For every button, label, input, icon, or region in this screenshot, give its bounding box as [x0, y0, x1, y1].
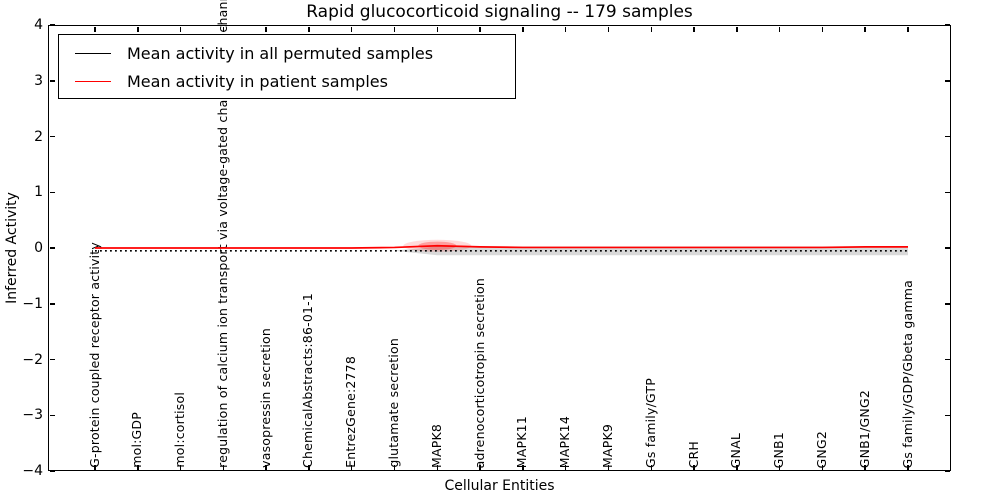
- x-tick-mark: [479, 26, 481, 32]
- x-tick-mark: [94, 464, 96, 470]
- legend-entry-permuted: Mean activity in all permuted samples: [69, 39, 515, 67]
- y-tick-label: −1: [22, 295, 43, 312]
- legend-label-patient: Mean activity in patient samples: [127, 71, 388, 91]
- x-tick-mark: [265, 464, 267, 470]
- y-tick-label: −2: [22, 351, 43, 368]
- y-tick-label: 0: [34, 240, 43, 256]
- x-tick-mark: [179, 464, 182, 470]
- x-axis-label: Cellular Entities: [444, 478, 555, 494]
- x-tick-mark: [308, 26, 310, 32]
- x-tick-mark: [650, 26, 652, 32]
- legend: Mean activity in all permuted samples Me…: [58, 34, 516, 99]
- x-tick-mark: [436, 26, 439, 32]
- x-tick-mark: [522, 464, 524, 470]
- y-tick-mark: [49, 303, 55, 305]
- y-tick-mark: [944, 414, 950, 416]
- y-tick-label: 4: [34, 17, 43, 33]
- patient-mean-line: [95, 244, 908, 249]
- x-tick-mark: [778, 26, 781, 32]
- x-tick-mark: [393, 464, 396, 470]
- y-tick-mark: [49, 470, 55, 472]
- y-tick-mark: [944, 80, 950, 82]
- y-tick-label: −4: [22, 463, 43, 479]
- y-tick-label: −3: [22, 407, 43, 424]
- x-tick-mark: [222, 26, 225, 32]
- data-lines: [95, 239, 908, 256]
- y-tick-mark: [49, 414, 55, 416]
- x-tick-mark: [864, 26, 866, 32]
- y-tick-mark: [49, 80, 55, 82]
- y-tick-mark: [944, 470, 950, 472]
- x-tick-mark: [607, 464, 610, 470]
- legend-line-permuted-icon: [75, 52, 111, 54]
- y-tick-mark: [49, 24, 55, 26]
- x-tick-mark: [821, 464, 824, 470]
- chart-title: Rapid glucocorticoid signaling -- 179 sa…: [306, 2, 693, 22]
- x-tick-mark: [265, 26, 267, 32]
- y-tick-mark: [944, 247, 950, 249]
- x-tick-mark: [350, 464, 353, 470]
- x-tick-mark: [436, 464, 439, 470]
- x-tick-mark: [564, 26, 567, 32]
- y-tick-label: 3: [34, 72, 43, 89]
- x-tick-mark: [864, 464, 866, 470]
- x-tick-mark: [907, 464, 909, 470]
- legend-label-permuted: Mean activity in all permuted samples: [127, 43, 434, 63]
- x-tick-mark: [693, 464, 695, 470]
- legend-line-patient-icon: [75, 80, 111, 82]
- y-tick-mark: [49, 358, 55, 361]
- x-tick-mark: [736, 26, 738, 32]
- x-tick-mark: [137, 464, 139, 470]
- x-tick-mark: [736, 464, 738, 470]
- x-tick-mark: [907, 26, 909, 32]
- y-tick-mark: [944, 24, 950, 26]
- x-tick-mark: [778, 464, 781, 470]
- y-tick-label: 1: [34, 184, 43, 201]
- y-tick-mark: [49, 247, 55, 249]
- x-tick-mark: [821, 26, 824, 32]
- y-tick-mark: [944, 358, 950, 361]
- x-tick-mark: [564, 464, 567, 470]
- x-tick-mark: [693, 26, 695, 32]
- y-tick-mark: [944, 191, 950, 193]
- y-tick-mark: [944, 303, 950, 305]
- x-tick-mark: [650, 464, 652, 470]
- y-tick-mark: [49, 191, 55, 193]
- x-tick-mark: [522, 26, 524, 32]
- x-tick-mark: [179, 26, 182, 32]
- x-tick-mark: [350, 26, 353, 32]
- x-tick-mark: [308, 464, 310, 470]
- legend-entry-patient: Mean activity in patient samples: [69, 67, 515, 95]
- x-tick-mark: [479, 464, 481, 470]
- x-tick-mark: [137, 26, 139, 32]
- y-tick-label: 2: [34, 128, 43, 145]
- y-tick-mark: [49, 135, 55, 138]
- x-tick-mark: [393, 26, 396, 32]
- x-tick-mark: [94, 26, 96, 32]
- x-tick-mark: [607, 26, 610, 32]
- x-tick-mark: [222, 464, 225, 470]
- y-tick-mark: [944, 135, 950, 138]
